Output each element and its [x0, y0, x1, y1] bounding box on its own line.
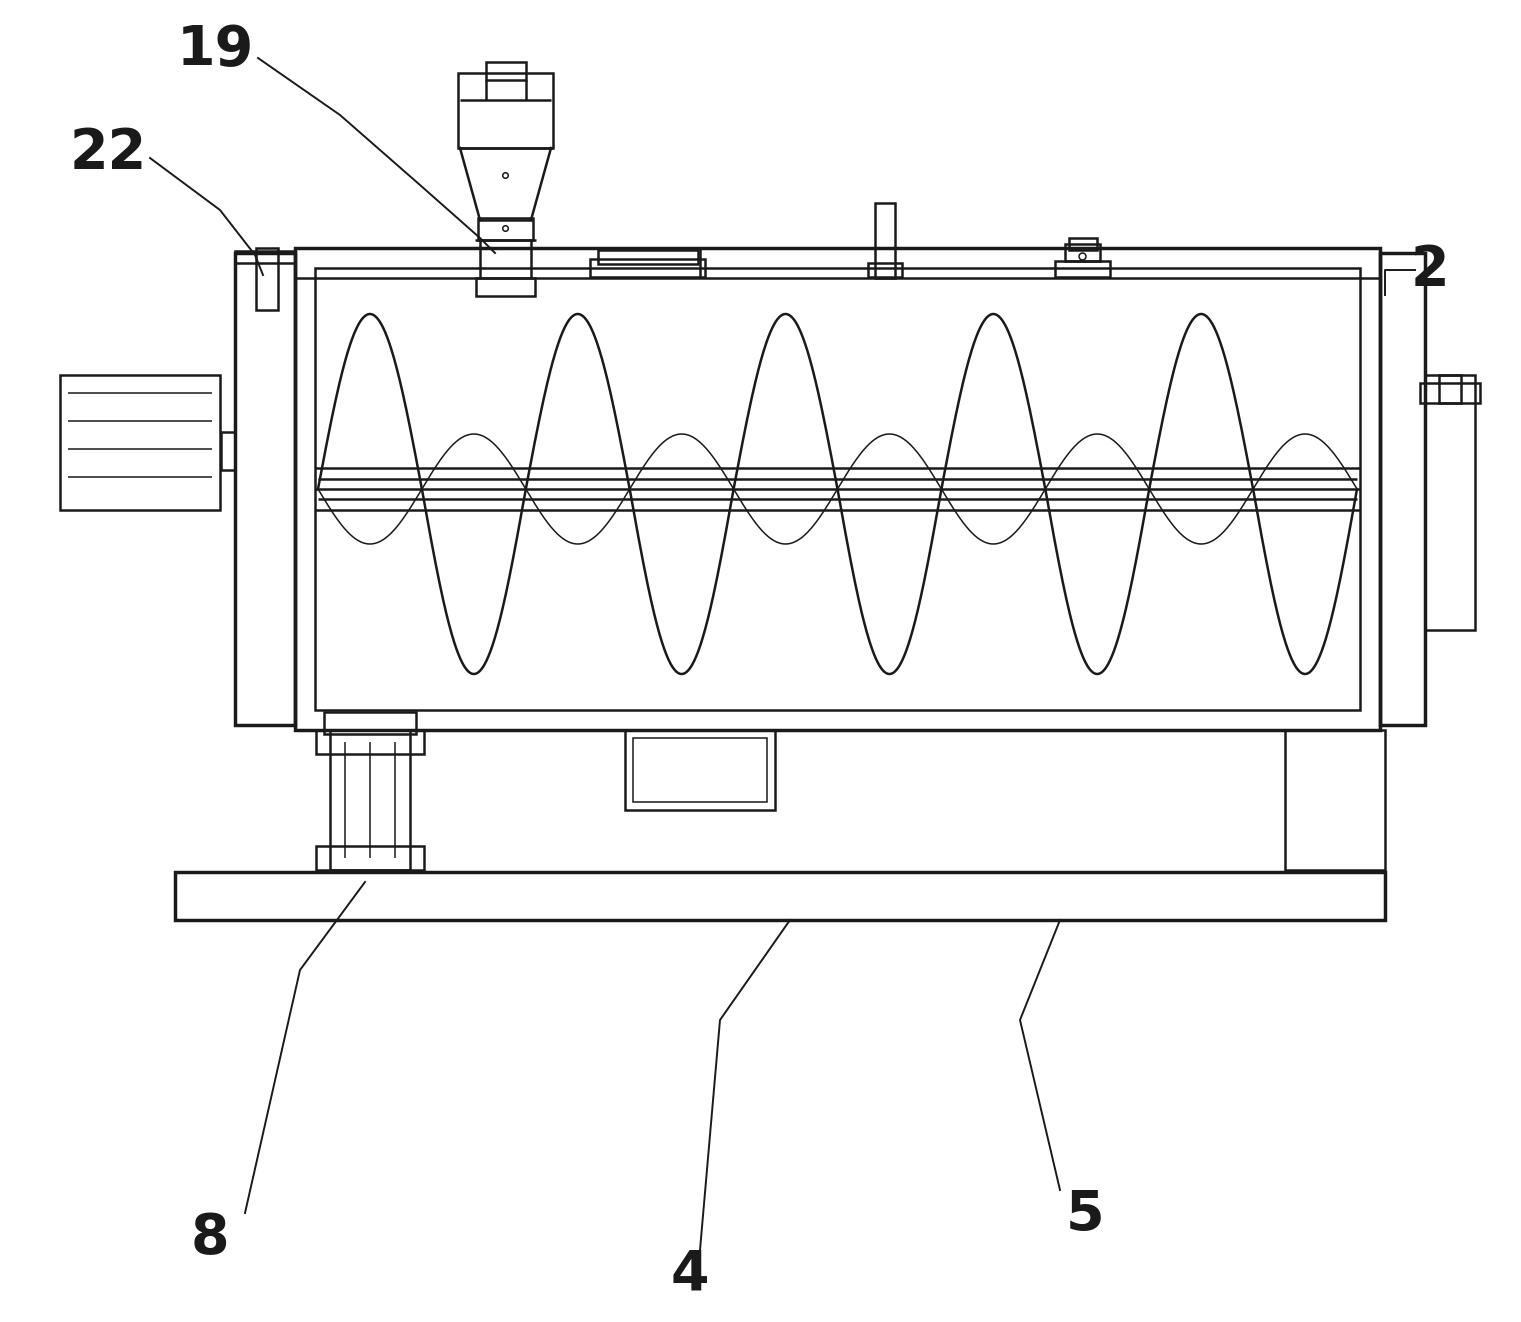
Bar — [236, 251, 295, 263]
Bar — [478, 218, 532, 241]
Text: 19: 19 — [176, 22, 254, 77]
Bar — [590, 259, 706, 278]
Bar — [330, 730, 411, 870]
Bar — [1069, 238, 1097, 250]
Bar — [1065, 245, 1100, 260]
Text: 5: 5 — [1066, 1188, 1104, 1241]
Bar — [316, 846, 424, 870]
Bar — [1439, 375, 1462, 403]
Bar — [598, 250, 698, 264]
Bar — [476, 278, 535, 296]
Text: 4: 4 — [671, 1248, 709, 1302]
Bar — [236, 253, 295, 724]
Bar — [487, 62, 526, 81]
Bar — [256, 249, 278, 309]
Bar — [221, 432, 236, 471]
Text: 8: 8 — [190, 1211, 230, 1265]
Bar — [458, 73, 554, 148]
Bar — [1425, 375, 1475, 631]
Bar — [324, 713, 417, 734]
Bar — [315, 268, 1360, 710]
Bar — [1056, 260, 1110, 278]
Bar — [1285, 730, 1386, 870]
Bar — [625, 730, 776, 810]
Bar — [59, 375, 221, 510]
Bar — [175, 873, 1386, 920]
Bar — [1380, 253, 1425, 724]
Bar — [868, 263, 902, 278]
Text: 2: 2 — [1410, 243, 1450, 297]
Bar — [316, 730, 424, 754]
Bar — [633, 738, 767, 802]
Bar — [295, 249, 1380, 730]
Bar — [875, 204, 894, 278]
Bar — [1421, 383, 1480, 403]
Text: 22: 22 — [70, 126, 146, 180]
